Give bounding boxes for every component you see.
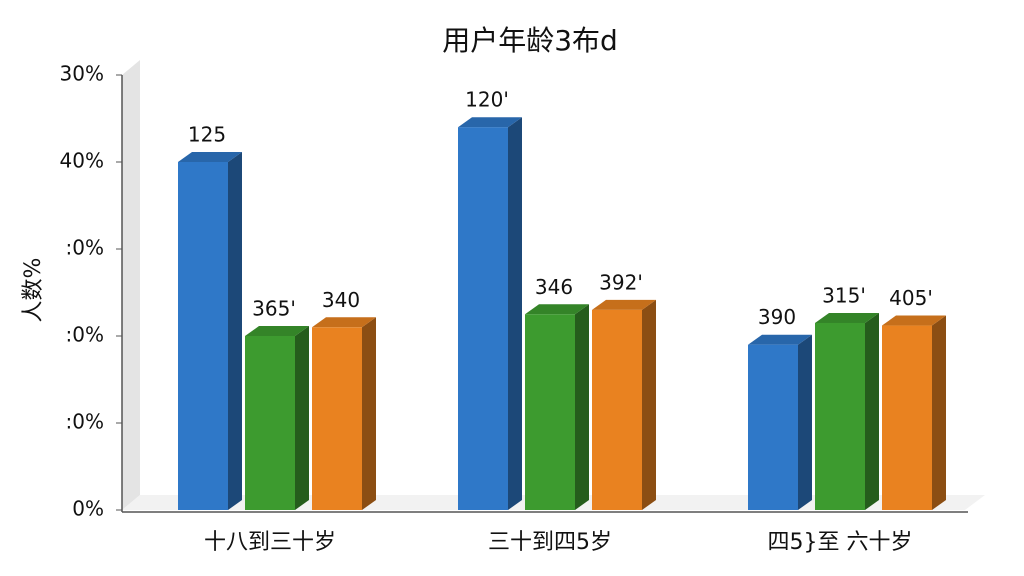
y-axis-label: 人数% — [21, 258, 46, 323]
bar — [592, 309, 642, 510]
y-tick-label: 40% — [60, 149, 104, 173]
data-label: 392' — [599, 270, 643, 294]
bar — [815, 322, 865, 510]
bar-side — [228, 152, 242, 510]
data-label: 315' — [822, 283, 866, 307]
bar-top — [525, 304, 589, 315]
bar — [245, 336, 295, 510]
bar-top — [245, 326, 309, 336]
chart-title: 用户年龄3布d — [442, 24, 618, 57]
bar-top — [748, 334, 812, 345]
bar-top — [882, 315, 946, 326]
bar — [748, 344, 798, 510]
bar-top — [592, 299, 656, 310]
bar — [882, 325, 932, 510]
bar-top — [815, 312, 879, 323]
bar-side — [295, 326, 309, 510]
bar-side — [508, 117, 522, 510]
data-label: 125 — [188, 123, 226, 147]
bar — [458, 127, 508, 510]
bar — [525, 314, 575, 510]
bar-side — [642, 299, 656, 510]
x-tick-label: 四5}至 六十岁 — [768, 530, 913, 555]
bar-top — [312, 317, 376, 328]
y-tick-label: :0% — [66, 236, 104, 260]
data-label: 390 — [758, 305, 796, 329]
data-label: 120' — [465, 88, 509, 112]
y-tick-label: :0% — [66, 323, 104, 347]
y-tick-label: 0% — [72, 497, 104, 521]
bar-side — [575, 304, 589, 510]
x-tick-label: 十八到三十岁 — [204, 530, 336, 555]
data-label: 346 — [535, 275, 573, 299]
bar-side — [798, 334, 812, 510]
bar-side — [865, 312, 879, 510]
data-label: 405' — [889, 286, 933, 310]
bar-side — [932, 315, 946, 510]
y-tick-label: :0% — [66, 410, 104, 434]
bar — [312, 327, 362, 510]
data-label: 340 — [322, 288, 360, 312]
x-tick-label: 三十到四5岁 — [488, 530, 612, 555]
bar-top — [458, 117, 522, 128]
bar-side — [362, 317, 376, 510]
bar — [178, 162, 228, 510]
bar-top — [178, 152, 242, 162]
back-wall — [122, 60, 140, 510]
y-tick-label: 30% — [60, 62, 104, 86]
data-label: 365' — [252, 297, 296, 321]
